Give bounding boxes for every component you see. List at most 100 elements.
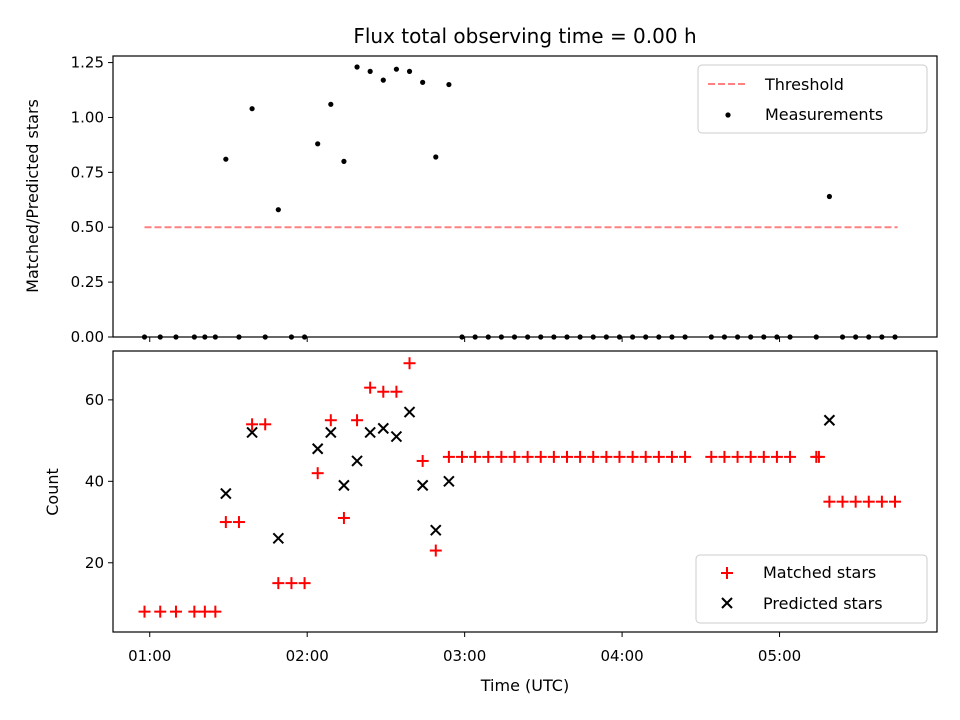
- matched-star-point: [547, 450, 560, 463]
- matched-star-point: [823, 495, 836, 508]
- matched-star-point: [495, 450, 508, 463]
- bottom-panel-counts: 20 40 60 01:00 02:00 03:00 04:00 05:00 Count T…: [43, 350, 938, 695]
- legend-measurements-label: Measurements: [765, 105, 883, 124]
- matched-star-point: [889, 495, 902, 508]
- measurement-point: [341, 158, 347, 164]
- matched-star-point: [324, 414, 337, 427]
- matched-star-point: [812, 450, 825, 463]
- matched-star-point: [259, 418, 272, 431]
- bottom-y-ticks: 20 40 60: [85, 391, 113, 572]
- measurement-point: [393, 66, 400, 72]
- matched-star-point: [770, 450, 783, 463]
- predicted-star-point: [403, 406, 416, 418]
- matched-star-point: [652, 450, 665, 463]
- predicted-star-point: [377, 422, 390, 435]
- predicted-star-point: [430, 524, 442, 536]
- bottom-y-tick-label: 20: [85, 554, 104, 572]
- matched-star-point: [209, 605, 222, 618]
- measurement-point: [446, 81, 452, 88]
- matched-star-point: [188, 605, 201, 618]
- top-y-tick-label: 0.50: [71, 218, 104, 236]
- x-tick-label: 04:00: [600, 647, 643, 665]
- matched-star-point: [836, 495, 849, 508]
- matched-star-point: [337, 511, 350, 524]
- matched-star-point: [351, 414, 364, 427]
- measurement-point: [249, 106, 255, 112]
- measurement-point: [315, 141, 321, 147]
- matched-star-point: [456, 450, 469, 463]
- bottom-legend-box: [695, 554, 928, 624]
- matched-star-point: [744, 450, 757, 463]
- matched-star-point: [298, 577, 311, 590]
- matched-star-point: [508, 450, 521, 463]
- legend-matched-swatch: [721, 567, 733, 579]
- matched-star-point: [169, 605, 182, 618]
- matched-star-point: [587, 450, 600, 463]
- matched-star-point: [482, 450, 495, 463]
- predicted-star-point: [246, 426, 258, 439]
- predicted-star-point: [311, 443, 324, 455]
- matched-star-point: [377, 385, 390, 398]
- legend-predicted-label: Predicted stars: [763, 594, 883, 613]
- top-y-tick-label: 0.75: [71, 163, 104, 181]
- matched-star-point: [862, 495, 875, 508]
- x-tick-label: 03:00: [443, 647, 486, 665]
- top-panel-measurements: 0.00 0.25 0.50 0.75 1.00 1.25 Matched/Predict…: [23, 54, 938, 346]
- matched-star-point: [639, 450, 652, 463]
- legend-measurements-swatch: [725, 112, 731, 118]
- x-tick-label: 01:00: [128, 647, 171, 665]
- x-tick-label: 05:00: [758, 647, 801, 665]
- matched-star-point: [311, 467, 324, 480]
- measurement-point: [223, 156, 229, 162]
- matched-star-point: [429, 544, 442, 557]
- matched-star-point: [272, 577, 285, 590]
- matched-star-point: [416, 454, 429, 467]
- x-axis-label: Time (UTC): [480, 676, 569, 695]
- top-y-tick-label: 0.00: [71, 328, 104, 346]
- predicted-star-point: [272, 532, 285, 545]
- measurement-point: [380, 77, 386, 83]
- matched-star-point: [757, 450, 770, 463]
- predicted-star-point: [823, 414, 836, 426]
- matched-star-point: [469, 450, 482, 463]
- predicted-star-point: [325, 426, 337, 439]
- predicted-star-point: [390, 430, 403, 443]
- x-tick-label: 02:00: [286, 647, 329, 665]
- bottom-y-tick-label: 60: [85, 391, 104, 409]
- top-y-axis-label: Matched/Predicted stars: [23, 99, 42, 293]
- matched-star-point: [875, 495, 888, 508]
- matched-star-point: [198, 605, 211, 618]
- matched-star-point: [285, 577, 298, 590]
- matched-star-point: [138, 605, 151, 618]
- matched-star-point: [665, 450, 678, 463]
- measurement-point: [367, 68, 373, 74]
- measurement-point: [826, 193, 833, 200]
- matched-star-point: [403, 357, 416, 370]
- matched-star-point: [534, 450, 547, 463]
- matched-star-point: [613, 450, 626, 463]
- matched-star-point: [390, 385, 403, 398]
- measurement-point: [354, 64, 360, 70]
- bottom-plot-frame: [112, 350, 938, 633]
- matched-star-point: [679, 450, 692, 463]
- matched-star-point: [364, 381, 377, 394]
- top-y-ticks: 0.00 0.25 0.50 0.75 1.00 1.25: [71, 54, 113, 346]
- matched-star-point: [574, 450, 587, 463]
- measurement-point: [420, 79, 426, 85]
- measurement-point: [433, 154, 439, 160]
- matched-star-point: [246, 418, 259, 431]
- matched-star-point: [154, 605, 167, 618]
- matched-star-point: [600, 450, 613, 463]
- legend-threshold-label: Threshold: [764, 75, 844, 94]
- bottom-y-axis-label: Count: [43, 468, 62, 516]
- legend-predicted-swatch: [721, 597, 733, 609]
- bottom-y-tick-label: 40: [85, 472, 104, 490]
- predicted-star-point: [220, 487, 232, 500]
- matched-star-point: [219, 516, 232, 529]
- top-y-tick-label: 1.00: [71, 108, 104, 126]
- top-legend-box: [697, 64, 928, 134]
- measurement-point: [328, 101, 334, 107]
- measurement-point: [406, 68, 413, 74]
- predicted-star-point: [338, 479, 350, 492]
